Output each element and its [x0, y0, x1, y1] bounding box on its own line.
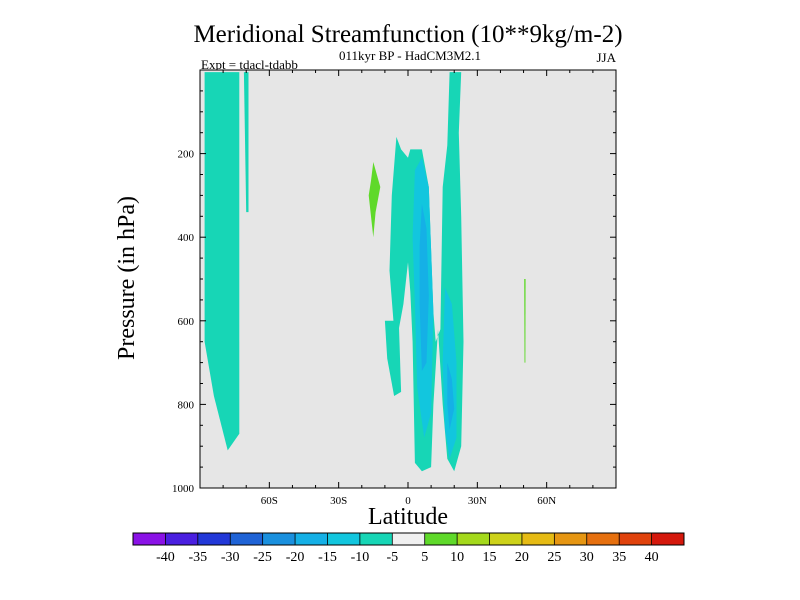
- region-tropical-core-3: [419, 203, 429, 371]
- colorbar-label: -15: [318, 550, 337, 565]
- colorbar-box: [554, 533, 588, 545]
- colorbar-box: [165, 533, 199, 545]
- colorbar-label: -20: [286, 550, 305, 565]
- colorbar-label: -40: [156, 550, 175, 565]
- x-tick-label: 30S: [330, 495, 347, 507]
- y-axis-ticks: 200 400 600 800 1000: [172, 90, 616, 495]
- y-axis-label: Pressure (in hPa): [114, 196, 140, 360]
- colorbar-box: [295, 533, 328, 545]
- colorbar-label: -35: [188, 550, 207, 565]
- y-tick-label: 600: [178, 316, 195, 328]
- colorbar-box: [197, 533, 231, 545]
- colorbar-box: [133, 533, 166, 545]
- y-tick-label: 400: [178, 232, 195, 244]
- region-positive-line-50n: [524, 279, 526, 363]
- chart-subtitle: 011kyr BP - HadCM3M2.1: [339, 48, 481, 63]
- colorbar-label: 35: [612, 550, 626, 565]
- season-label: JJA: [596, 50, 616, 65]
- colorbar-box: [489, 533, 523, 545]
- colorbar-label: 30: [580, 550, 594, 565]
- y-tick-label: 1000: [172, 483, 195, 495]
- colorbar-label: 40: [645, 550, 659, 565]
- colorbar-label: 15: [483, 550, 497, 565]
- x-tick-label: 30N: [468, 495, 487, 507]
- colorbar-box: [457, 533, 490, 545]
- colorbar-label: -5: [386, 550, 398, 565]
- experiment-label: Expt = tdacl-tdabb: [201, 57, 298, 72]
- x-axis-ticks: 60S 30S 0 30N 60N: [222, 70, 594, 507]
- colorbar-label: 5: [421, 550, 428, 565]
- colorbar-box: [359, 533, 393, 545]
- colorbar-label: -30: [221, 550, 240, 565]
- region-positive-blob-30s: [368, 162, 381, 238]
- x-tick-label: 60S: [261, 495, 278, 507]
- colorbar-box: [230, 533, 263, 545]
- region-sh-high-lat-band: [204, 72, 240, 451]
- x-tick-label: 0: [405, 495, 411, 507]
- colorbar-label: -25: [253, 550, 272, 565]
- colorbar-box: [327, 533, 361, 545]
- colorbar-box: [651, 533, 685, 545]
- colorbar-box: [619, 533, 652, 545]
- colorbar-box: [424, 533, 458, 545]
- colorbar-label: 10: [450, 550, 464, 565]
- contour-regions: [204, 72, 526, 472]
- colorbar-frame: [132, 532, 685, 546]
- chart-title: Meridional Streamfunction (10**9kg/m-2): [193, 21, 622, 48]
- colorbar-label: 20: [515, 550, 529, 565]
- y-tick-label: 800: [178, 399, 195, 411]
- colorbar-box: [521, 533, 555, 545]
- colorbar: -40 -35 -30 -25 -20 -15 -10 -5 5 10 15 20 25 30 35 40: [132, 532, 685, 565]
- colorbar-label: 25: [547, 550, 561, 565]
- colorbar-label: -10: [351, 550, 370, 565]
- x-axis-label: Latitude: [368, 504, 448, 530]
- y-tick-label: 200: [178, 149, 195, 161]
- colorbar-box: [586, 533, 620, 545]
- region-tropical-neg-shallow: [384, 320, 402, 396]
- x-tick-label: 60N: [537, 495, 556, 507]
- plot-background: [200, 70, 616, 488]
- region-tropical-core-4: [447, 362, 455, 430]
- colorbar-box: [262, 533, 296, 545]
- region-sh-high-lat-band-thin: [243, 72, 249, 213]
- colorbar-box: [392, 533, 425, 545]
